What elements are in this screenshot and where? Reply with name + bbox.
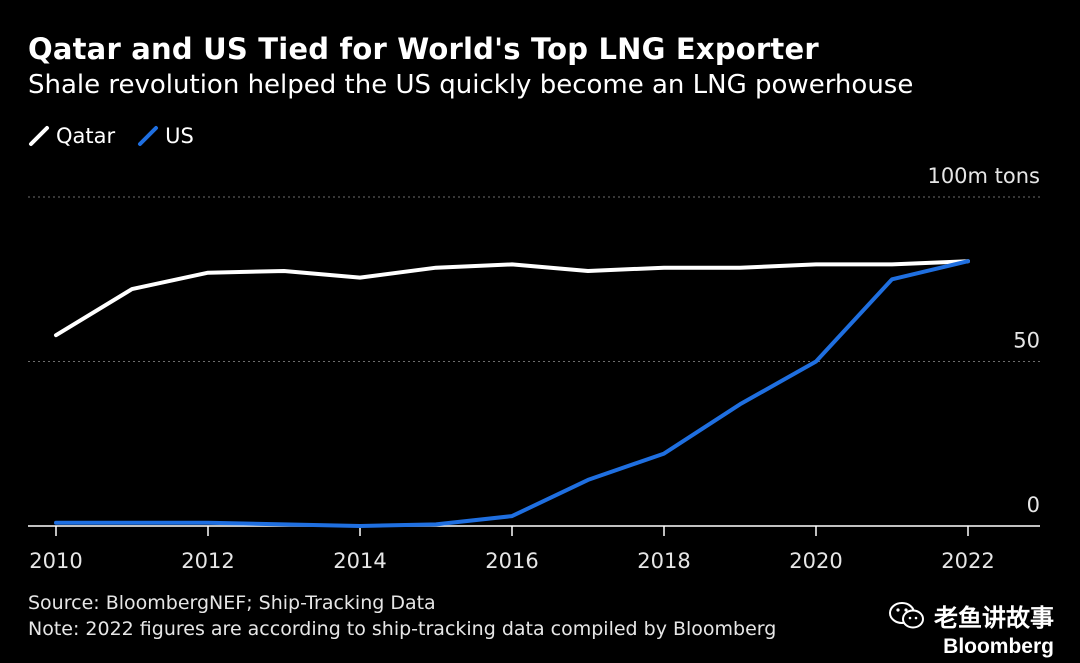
y-tick-label-0: 0 <box>1027 493 1040 517</box>
legend-swatch-us <box>138 126 159 146</box>
wechat-icon <box>889 601 924 628</box>
x-tick-label-2020: 2020 <box>789 549 842 573</box>
footnote: Note: 2022 figures are according to ship… <box>28 618 777 640</box>
y-tick-label-100: 100m tons <box>927 164 1040 188</box>
legend-label-us: US <box>165 124 194 148</box>
y-tick-label-50: 50 <box>1013 329 1040 353</box>
legend-item-us: US <box>137 124 194 148</box>
legend: Qatar US <box>28 124 216 148</box>
legend-swatch-qatar <box>29 126 49 146</box>
series-line-qatar <box>54 259 970 338</box>
legend-item-qatar: Qatar <box>28 124 115 148</box>
x-tick-label-2018: 2018 <box>637 549 690 573</box>
x-tick-label-2010: 2010 <box>29 549 82 573</box>
watermark-text: 老鱼讲故事 <box>934 604 1054 632</box>
source-note: Source: BloombergNEF; Ship-Tracking Data <box>28 592 436 614</box>
watermark: 老鱼讲故事 Bloomberg <box>888 598 1054 659</box>
legend-label-qatar: Qatar <box>56 124 116 148</box>
x-tick-label-2012: 2012 <box>181 549 234 573</box>
series-line-us <box>54 259 970 528</box>
x-tick-label-2014: 2014 <box>333 549 386 573</box>
chart-title: Qatar and US Tied for World's Top LNG Ex… <box>28 32 819 66</box>
x-tick-label-2022: 2022 <box>941 549 994 573</box>
bloomberg-logo: Bloomberg <box>943 635 1054 658</box>
chart-subtitle: Shale revolution helped the US quickly b… <box>28 70 914 100</box>
x-tick-label-2016: 2016 <box>485 549 538 573</box>
